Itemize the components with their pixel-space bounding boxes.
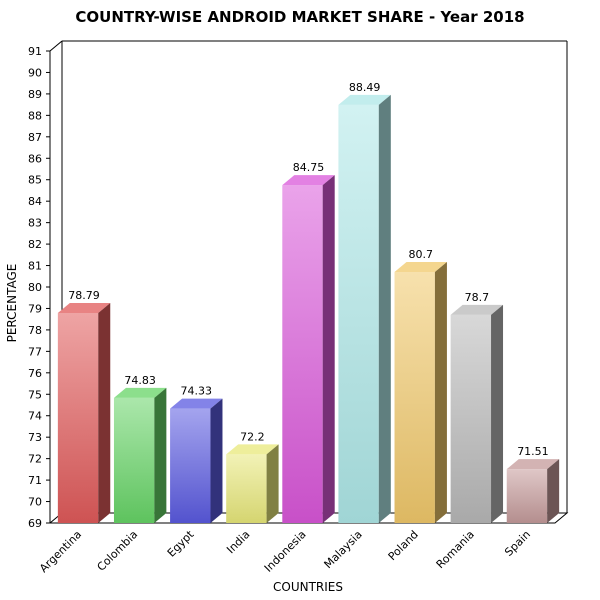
y-tick-label: 72 bbox=[28, 453, 42, 466]
wall-top-edge bbox=[49, 40, 63, 52]
bar-front bbox=[113, 397, 155, 523]
bar-top bbox=[57, 302, 111, 313]
value-label: 78.7 bbox=[465, 291, 490, 304]
bar-top bbox=[113, 387, 167, 398]
bar-side bbox=[98, 302, 111, 523]
y-tick-label: 90 bbox=[28, 66, 42, 79]
y-tick-label: 81 bbox=[28, 260, 42, 273]
value-label: 71.51 bbox=[517, 445, 549, 458]
bar-front bbox=[394, 271, 435, 523]
bar-indonesia bbox=[282, 175, 335, 523]
y-axis-title: PERCENTAGE bbox=[5, 264, 19, 343]
y-tick-label: 74 bbox=[28, 410, 42, 423]
bar-top bbox=[394, 261, 447, 272]
y-tick-label: 80 bbox=[28, 281, 42, 294]
bar-front bbox=[450, 314, 492, 523]
category-label: India bbox=[224, 528, 252, 556]
bar-front bbox=[282, 185, 323, 523]
y-tick-label: 88 bbox=[28, 109, 42, 122]
y-tick-label: 87 bbox=[28, 131, 42, 144]
bar-front bbox=[506, 469, 548, 523]
bar-romania bbox=[450, 304, 504, 523]
bar-top bbox=[282, 175, 335, 186]
bar-front bbox=[226, 454, 267, 523]
y-tick-label: 83 bbox=[28, 217, 42, 230]
bar-top bbox=[450, 304, 504, 315]
value-label: 74.33 bbox=[181, 385, 213, 398]
x-axis-title: COUNTRIES bbox=[273, 580, 343, 594]
category-label: Poland bbox=[386, 528, 421, 563]
category-label: Argentina bbox=[37, 528, 84, 575]
category-label: Colombia bbox=[95, 528, 141, 574]
bar-top bbox=[226, 444, 279, 455]
bar-side bbox=[210, 398, 223, 523]
value-label: 88.49 bbox=[349, 81, 381, 94]
bar-front bbox=[170, 408, 211, 523]
category-label: Romania bbox=[434, 528, 477, 571]
bar-front bbox=[338, 104, 379, 524]
y-tick-labels: 69 70 71 72 73 74 75 76 77 78 79 80 81 82 83 84 85 86 87 88… bbox=[28, 45, 50, 530]
y-tick-label: 84 bbox=[28, 195, 42, 208]
bar-top bbox=[506, 459, 560, 470]
bar-side bbox=[434, 261, 447, 523]
y-tick-label: 82 bbox=[28, 238, 42, 251]
bar-top bbox=[170, 398, 223, 409]
category-label: Spain bbox=[502, 528, 533, 559]
bar-colombia bbox=[113, 387, 167, 523]
y-tick-label: 77 bbox=[28, 345, 42, 358]
y-tick-label: 76 bbox=[28, 367, 42, 380]
value-label: 72.2 bbox=[240, 430, 265, 443]
y-tick-label: 70 bbox=[28, 496, 42, 509]
value-labels: 78.79 74.83 74.33 72.2 84.75 88.49 80.7 78.7 71.… bbox=[68, 81, 548, 458]
y-tick-label: 91 bbox=[28, 45, 42, 58]
bar-spain bbox=[506, 459, 560, 523]
y-tick-label: 85 bbox=[28, 174, 42, 187]
bar-argentina bbox=[57, 302, 111, 523]
bar-side bbox=[547, 459, 560, 523]
y-tick-label: 71 bbox=[28, 474, 42, 487]
bars bbox=[57, 94, 560, 524]
category-label: Malaysia bbox=[322, 528, 365, 571]
bar-poland bbox=[394, 261, 447, 523]
chart-title: COUNTRY-WISE ANDROID MARKET SHARE - Year… bbox=[75, 8, 524, 26]
y-tick-label: 86 bbox=[28, 152, 42, 165]
y-tick-label: 79 bbox=[28, 302, 42, 315]
bar-egypt bbox=[170, 398, 223, 523]
y-tick-label: 89 bbox=[28, 88, 42, 101]
value-label: 80.7 bbox=[408, 248, 433, 261]
bar-side bbox=[154, 387, 167, 523]
bar-malaysia bbox=[338, 94, 391, 524]
y-tick-label: 73 bbox=[28, 431, 42, 444]
y-tick-label: 69 bbox=[28, 517, 42, 530]
bar-top bbox=[338, 94, 391, 105]
bar-india bbox=[226, 444, 279, 523]
bar-side bbox=[378, 94, 391, 524]
y-tick-label: 75 bbox=[28, 388, 42, 401]
category-labels: Argentina Colombia Egypt India Indonesia Mala… bbox=[37, 527, 533, 575]
value-label: 78.79 bbox=[68, 289, 100, 302]
category-label: Indonesia bbox=[262, 528, 309, 575]
bar-side bbox=[491, 304, 504, 523]
value-label: 74.83 bbox=[124, 374, 156, 387]
value-label: 84.75 bbox=[293, 161, 325, 174]
bar-side bbox=[266, 444, 279, 523]
y-tick-label: 78 bbox=[28, 324, 42, 337]
bar-side bbox=[322, 175, 335, 523]
bar-front bbox=[57, 312, 99, 523]
category-label: Egypt bbox=[165, 527, 197, 559]
